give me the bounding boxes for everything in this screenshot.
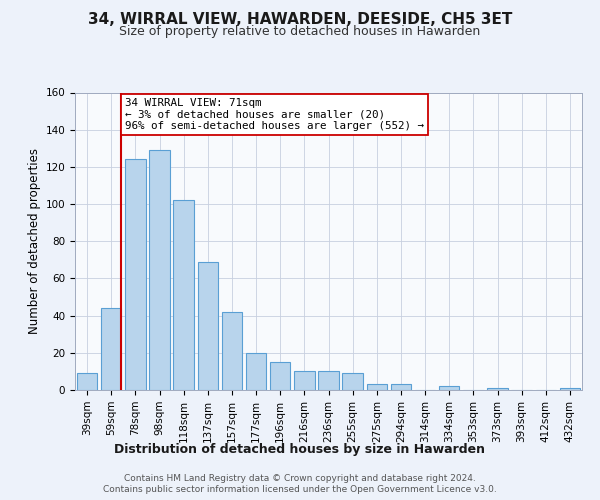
Text: 34 WIRRAL VIEW: 71sqm
← 3% of detached houses are smaller (20)
96% of semi-detac: 34 WIRRAL VIEW: 71sqm ← 3% of detached h… [125,98,424,132]
Text: Contains HM Land Registry data © Crown copyright and database right 2024.: Contains HM Land Registry data © Crown c… [124,474,476,483]
Y-axis label: Number of detached properties: Number of detached properties [28,148,41,334]
Text: Size of property relative to detached houses in Hawarden: Size of property relative to detached ho… [119,25,481,38]
Bar [149,150,170,390]
Bar [439,386,460,390]
Bar [221,312,242,390]
Bar [77,374,97,390]
Text: Distribution of detached houses by size in Hawarden: Distribution of detached houses by size … [115,442,485,456]
Bar [294,372,314,390]
Text: 34, WIRRAL VIEW, HAWARDEN, DEESIDE, CH5 3ET: 34, WIRRAL VIEW, HAWARDEN, DEESIDE, CH5 … [88,12,512,28]
Text: Contains public sector information licensed under the Open Government Licence v3: Contains public sector information licen… [103,485,497,494]
Bar [197,262,218,390]
Bar [367,384,387,390]
Bar [270,362,290,390]
Bar [125,160,146,390]
Bar [560,388,580,390]
Bar [487,388,508,390]
Bar [173,200,194,390]
Bar [101,308,121,390]
Bar [391,384,411,390]
Bar [343,374,363,390]
Bar [246,353,266,390]
Bar [318,372,339,390]
